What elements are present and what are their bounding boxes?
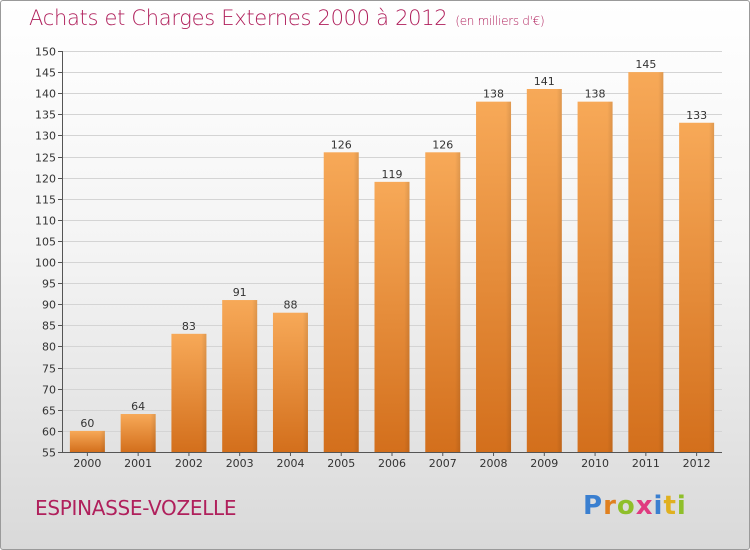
logo-letter: o [616,491,636,521]
logo-letter: r [603,491,617,521]
proxiti-logo[interactable]: Proxiti [583,491,687,521]
x-tick-label: 2002 [175,457,203,470]
x-tick-label: 2012 [683,457,711,470]
y-tick-label: 95 [42,278,56,291]
y-tick-label: 130 [35,130,56,143]
data-label: 133 [686,109,707,122]
y-tick-label: 115 [35,194,56,207]
bar-shade [323,152,359,452]
data-label: 60 [80,417,94,430]
data-label: 138 [483,88,504,101]
x-tick-label: 2001 [124,457,152,470]
bar-shade [577,101,613,452]
bar-shade [476,101,512,452]
chart-title: Achats et Charges Externes 2000 à 2012 (e… [29,6,545,30]
y-tick-label: 145 [35,67,56,80]
y-tick-label: 100 [35,257,56,270]
x-tick-label: 2011 [632,457,660,470]
bar-shade [425,152,461,452]
bar-shade [374,181,410,452]
data-label: 126 [331,138,352,151]
y-tick-label: 135 [35,109,56,122]
data-label: 88 [283,299,297,312]
bar-shade [628,72,664,453]
chart-subtitle: (en milliers d'€) [455,14,545,28]
x-tick-label: 2009 [530,457,558,470]
bars [69,72,715,453]
logo-letter: i [676,491,687,521]
y-tick-label: 70 [42,384,56,397]
y-tick-label: 110 [35,215,56,228]
y-tick-label: 120 [35,173,56,186]
y-tick-label: 125 [35,152,56,165]
data-label: 83 [182,320,196,333]
y-tick-label: 55 [42,447,56,460]
bar-shade [526,88,562,452]
logo-letter: P [583,491,604,521]
axes: 55 60 65 70 75 80 85 90 95 100 105 110 115 120 125 130 1… [35,46,722,470]
data-labels: 60 64 83 91 88 126 119 126 138 141 138 145 133 [80,58,707,430]
logo-letter: i [653,491,664,521]
data-label: 141 [534,75,555,88]
x-tick-label: 2008 [480,457,508,470]
data-label: 138 [585,88,606,101]
bar-shade [171,333,207,452]
data-label: 119 [382,168,403,181]
bar-shade [222,300,258,452]
y-tick-label: 60 [42,426,56,439]
y-tick-label: 140 [35,88,56,101]
x-tick-label: 2003 [226,457,254,470]
commune-name: ESPINASSE-VOZELLE [35,496,237,520]
data-label: 91 [233,286,247,299]
y-tick-label: 85 [42,320,56,333]
y-tick-label: 75 [42,363,56,376]
bar-shade [120,414,156,452]
x-tick-label: 2004 [276,457,304,470]
x-tick-label: 2007 [429,457,457,470]
bar-shade [69,430,105,452]
data-label: 64 [131,400,145,413]
y-tick-label: 80 [42,341,56,354]
x-tick-label: 2006 [378,457,406,470]
logo-letter: x [635,491,654,521]
logo-letter: t [663,491,677,521]
y-tick-label: 150 [35,46,56,59]
bar-shade [679,122,715,452]
x-tick-label: 2010 [581,457,609,470]
y-tick-label: 65 [42,405,56,418]
x-tick-label: 2005 [327,457,355,470]
y-tick-label: 105 [35,236,56,249]
data-label: 145 [635,58,656,71]
y-tick-label: 90 [42,299,56,312]
bar-shade [272,312,308,452]
x-tick-label: 2000 [73,457,101,470]
title-text: Achats et Charges Externes 2000 à 2012 [29,6,448,30]
data-label: 126 [432,138,453,151]
